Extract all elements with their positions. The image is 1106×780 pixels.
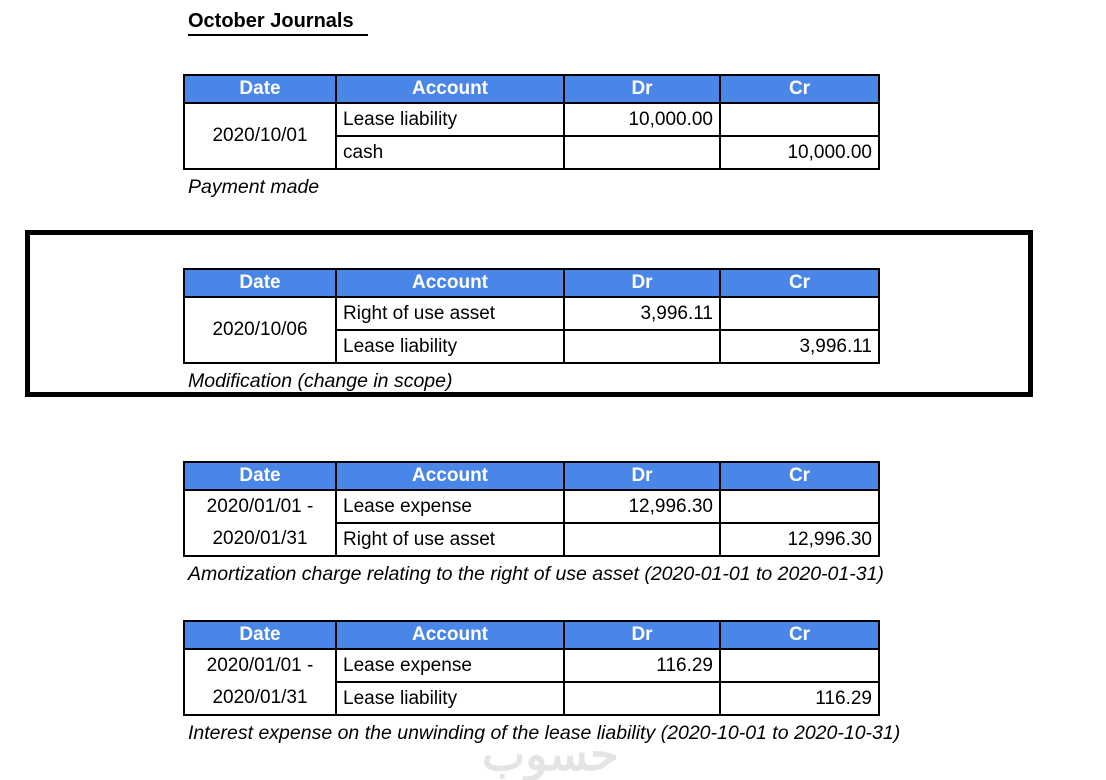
dr-cell: 10,000.00 bbox=[563, 102, 721, 137]
column-header-cr: Cr bbox=[719, 461, 880, 491]
journal-entry-payment: Date Account Dr Cr 2020/10/01 Lease liab… bbox=[183, 74, 880, 199]
dr-cell bbox=[563, 329, 721, 364]
column-header-account: Account bbox=[335, 620, 565, 650]
journal-table-interest: Date Account Dr Cr 2020/01/01 - 2020/01/… bbox=[183, 620, 880, 716]
table-row: 2020/10/01 Lease liability 10,000.00 bbox=[183, 102, 880, 170]
watermark: حسوب bbox=[482, 728, 619, 780]
journal-caption: Modification (change in scope) bbox=[188, 370, 453, 392]
table-row: 2020/10/06 Right of use asset 3,996.11 bbox=[183, 296, 880, 364]
column-header-cr: Cr bbox=[719, 620, 880, 650]
column-header-date: Date bbox=[183, 74, 337, 104]
column-header-cr: Cr bbox=[719, 268, 880, 298]
table-header-row: Date Account Dr Cr bbox=[183, 620, 880, 650]
journal-caption: Interest expense on the unwinding of the… bbox=[188, 722, 901, 744]
account-cell: Lease expense bbox=[335, 648, 565, 683]
journal-table-payment: Date Account Dr Cr 2020/10/01 Lease liab… bbox=[183, 74, 880, 170]
column-header-cr: Cr bbox=[719, 74, 880, 104]
table-header-row: Date Account Dr Cr bbox=[183, 268, 880, 298]
cr-cell: 12,996.30 bbox=[719, 522, 880, 557]
cr-cell bbox=[719, 489, 880, 524]
column-header-account: Account bbox=[335, 268, 565, 298]
dr-cell: 3,996.11 bbox=[563, 296, 721, 331]
journal-caption: Amortization charge relating to the righ… bbox=[188, 563, 884, 585]
journal-entry-modification: Date Account Dr Cr 2020/10/06 Right of u… bbox=[183, 268, 880, 393]
account-cell: Lease liability bbox=[335, 102, 565, 137]
dr-cell bbox=[563, 522, 721, 557]
column-header-dr: Dr bbox=[563, 268, 721, 298]
column-header-account: Account bbox=[335, 461, 565, 491]
table-row: Lease liability 3,996.11 bbox=[184, 329, 880, 364]
date-cell: 2020/01/01 - 2020/01/31 bbox=[183, 648, 337, 716]
account-cell: Lease liability bbox=[335, 681, 565, 716]
account-cell: cash bbox=[335, 135, 565, 170]
table-header-row: Date Account Dr Cr bbox=[183, 461, 880, 491]
cr-cell: 3,996.11 bbox=[719, 329, 880, 364]
column-header-dr: Dr bbox=[563, 620, 721, 650]
date-cell: 2020/01/01 - 2020/01/31 bbox=[183, 489, 337, 557]
date-cell: 2020/10/01 bbox=[183, 102, 337, 170]
cr-cell bbox=[719, 296, 880, 331]
account-cell: Lease liability bbox=[335, 329, 565, 364]
dr-cell bbox=[563, 135, 721, 170]
journal-table-amortization: Date Account Dr Cr 2020/01/01 - 2020/01/… bbox=[183, 461, 880, 557]
column-header-account: Account bbox=[335, 74, 565, 104]
column-header-date: Date bbox=[183, 268, 337, 298]
cr-cell bbox=[719, 102, 880, 137]
journal-caption: Payment made bbox=[188, 176, 320, 198]
dr-cell bbox=[563, 681, 721, 716]
cr-cell: 116.29 bbox=[719, 681, 880, 716]
highlight-box bbox=[25, 230, 1033, 397]
journal-entry-amortization: Date Account Dr Cr 2020/01/01 - 2020/01/… bbox=[183, 461, 884, 586]
cr-cell: 10,000.00 bbox=[719, 135, 880, 170]
table-header-row: Date Account Dr Cr bbox=[183, 74, 880, 104]
table-row: Lease liability 116.29 bbox=[184, 681, 880, 716]
journal-table-modification: Date Account Dr Cr 2020/10/06 Right of u… bbox=[183, 268, 880, 364]
table-row: cash 10,000.00 bbox=[184, 135, 880, 170]
account-cell: Right of use asset bbox=[335, 522, 565, 557]
column-header-dr: Dr bbox=[563, 74, 721, 104]
table-row: Right of use asset 12,996.30 bbox=[184, 522, 880, 557]
account-cell: Right of use asset bbox=[335, 296, 565, 331]
column-header-date: Date bbox=[183, 461, 337, 491]
table-row: 2020/01/01 - 2020/01/31 Lease expense 12… bbox=[183, 489, 880, 557]
dr-cell: 12,996.30 bbox=[563, 489, 721, 524]
cr-cell bbox=[719, 648, 880, 683]
column-header-dr: Dr bbox=[563, 461, 721, 491]
account-cell: Lease expense bbox=[335, 489, 565, 524]
dr-cell: 116.29 bbox=[563, 648, 721, 683]
table-row: 2020/01/01 - 2020/01/31 Lease expense 11… bbox=[183, 648, 880, 716]
column-header-date: Date bbox=[183, 620, 337, 650]
journal-entry-interest: Date Account Dr Cr 2020/01/01 - 2020/01/… bbox=[183, 620, 900, 745]
page-title: October Journals bbox=[188, 10, 368, 36]
date-cell: 2020/10/06 bbox=[183, 296, 337, 364]
